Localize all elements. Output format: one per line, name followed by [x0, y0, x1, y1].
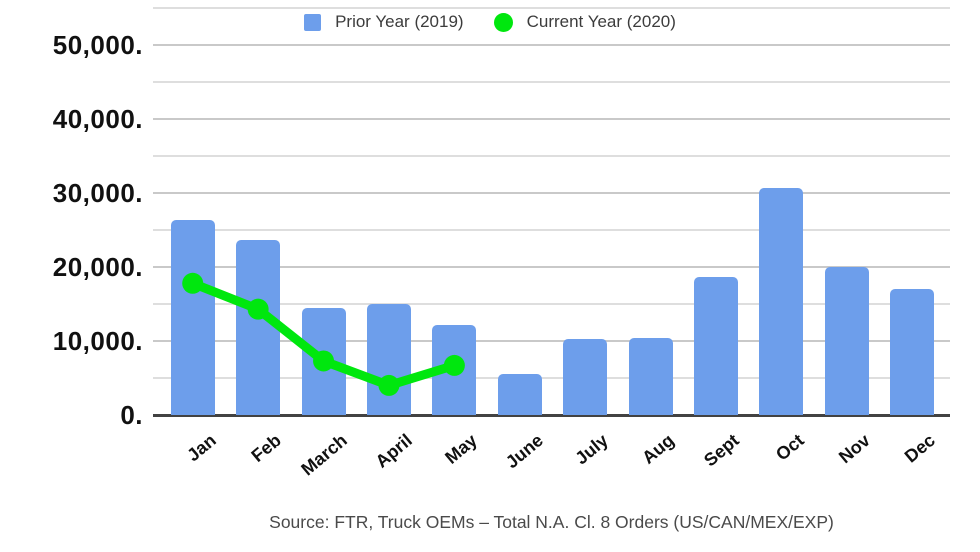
x-axis-label-sept: Sept — [700, 430, 743, 471]
gridline — [153, 192, 950, 194]
bar-feb — [236, 239, 281, 415]
bar-oct — [759, 187, 804, 415]
bar-july — [563, 338, 608, 415]
gridline — [153, 155, 950, 157]
bar-nov — [824, 267, 869, 415]
x-axis-baseline — [153, 413, 950, 417]
x-axis-label-april: April — [371, 430, 416, 472]
gridline — [153, 7, 950, 9]
bar-sept — [694, 277, 739, 415]
source-note: Source: FTR, Truck OEMs – Total N.A. Cl.… — [269, 512, 834, 532]
legend-label-current-year: Current Year (2020) — [526, 12, 676, 31]
x-axis-label-may: May — [441, 430, 482, 468]
prior-year-square-swatch-icon — [304, 13, 322, 31]
gridline — [153, 340, 950, 342]
bar-aug — [628, 338, 673, 415]
x-axis-label-nov: Nov — [834, 430, 874, 468]
bar-jan — [170, 220, 215, 415]
x-axis-label-june: June — [501, 430, 547, 473]
y-axis-tick-label: 20,000. — [52, 252, 143, 282]
gridline — [153, 266, 950, 268]
x-axis-label-march: March — [296, 430, 351, 480]
legend-item-current-year: Current Year (2020) — [493, 12, 676, 32]
bar-may — [432, 325, 477, 415]
legend-label-prior-year: Prior Year (2019) — [335, 12, 464, 31]
legend-item-prior-year: Prior Year (2019) — [304, 12, 464, 32]
y-axis-tick-label: 50,000. — [52, 30, 143, 60]
x-axis-label-feb: Feb — [247, 430, 285, 466]
gridline — [153, 81, 950, 83]
gridline — [153, 303, 950, 305]
current-year-circle-swatch-icon — [493, 12, 513, 32]
x-axis-label-july: July — [571, 430, 613, 469]
gridline — [153, 229, 950, 231]
x-axis-label-jan: Jan — [182, 430, 220, 466]
y-axis-tick-label: 40,000. — [52, 104, 143, 134]
bar-march — [301, 308, 346, 415]
gridline — [153, 44, 950, 46]
bar-june — [497, 374, 542, 415]
y-axis-tick-label: 0. — [120, 400, 143, 430]
x-axis-label-aug: Aug — [637, 430, 678, 468]
y-axis-tick-label: 30,000. — [52, 178, 143, 208]
gridline — [153, 118, 950, 120]
y-axis-tick-label: 10,000. — [52, 326, 143, 356]
bar-dec — [890, 289, 935, 415]
legend: Prior Year (2019) Current Year (2020) — [150, 12, 830, 32]
x-axis-label-oct: Oct — [772, 430, 809, 465]
gridline — [153, 377, 950, 379]
x-axis-label-dec: Dec — [900, 430, 940, 467]
bar-april — [366, 304, 411, 415]
